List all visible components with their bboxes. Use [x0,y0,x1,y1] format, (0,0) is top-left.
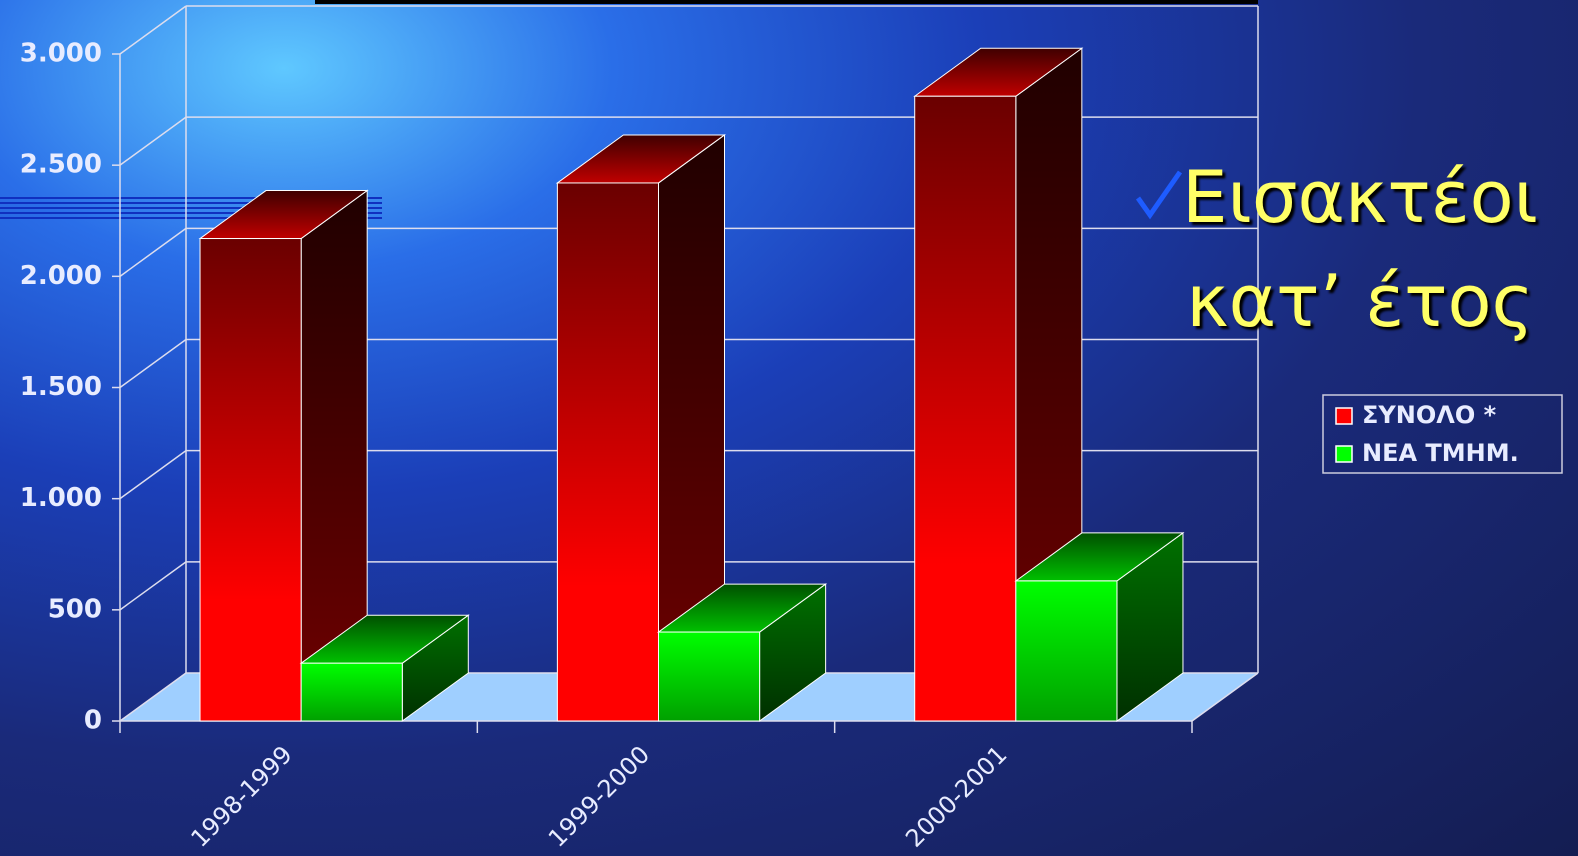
bar [198,189,369,722]
bars [198,47,1185,722]
y-tick-label: 3.000 [20,39,102,69]
x-tick-label: 1999-2000 [543,740,655,852]
y-tick-label: 1.500 [20,372,102,402]
y-tick-label: 1.000 [20,483,102,513]
grid-line [119,338,187,389]
y-tick-label: 2.500 [20,150,102,180]
bar-front [556,182,660,722]
grid-line [119,5,187,55]
bar-front [658,631,761,722]
grid-line [119,227,187,277]
top-rule [315,0,1258,4]
y-tick-label: 2.000 [20,261,102,291]
bar [555,133,727,722]
x-tick-label: 2000-2001 [900,740,1012,852]
bar [299,614,470,722]
grid-line [119,672,187,722]
grid-line [119,116,187,166]
legend-label: ΝΕΑ ΤΜΗΜ. [1362,439,1519,467]
bar [1014,531,1185,722]
grid-line [119,450,187,500]
legend-swatch [1335,407,1353,425]
legend-label: ΣΥΝΟΛΟ * [1362,401,1497,429]
y-tick-label: 500 [48,594,102,624]
legend-box [1322,394,1563,474]
chart-title: Εισακτέοι κατ’ έτος [1181,155,1539,343]
bar-front [914,95,1017,722]
y-tick-label: 0 [84,706,102,736]
bar-front [199,238,302,722]
floor-edge [1191,672,1259,722]
x-tick-label: 1998-1999 [186,740,298,852]
bar-front [1015,580,1118,722]
check-icon [1135,170,1183,220]
legend-swatch [1335,445,1353,463]
grid-line [119,561,187,611]
bar [913,47,1084,722]
bar [656,583,828,722]
bar-front [300,662,403,722]
